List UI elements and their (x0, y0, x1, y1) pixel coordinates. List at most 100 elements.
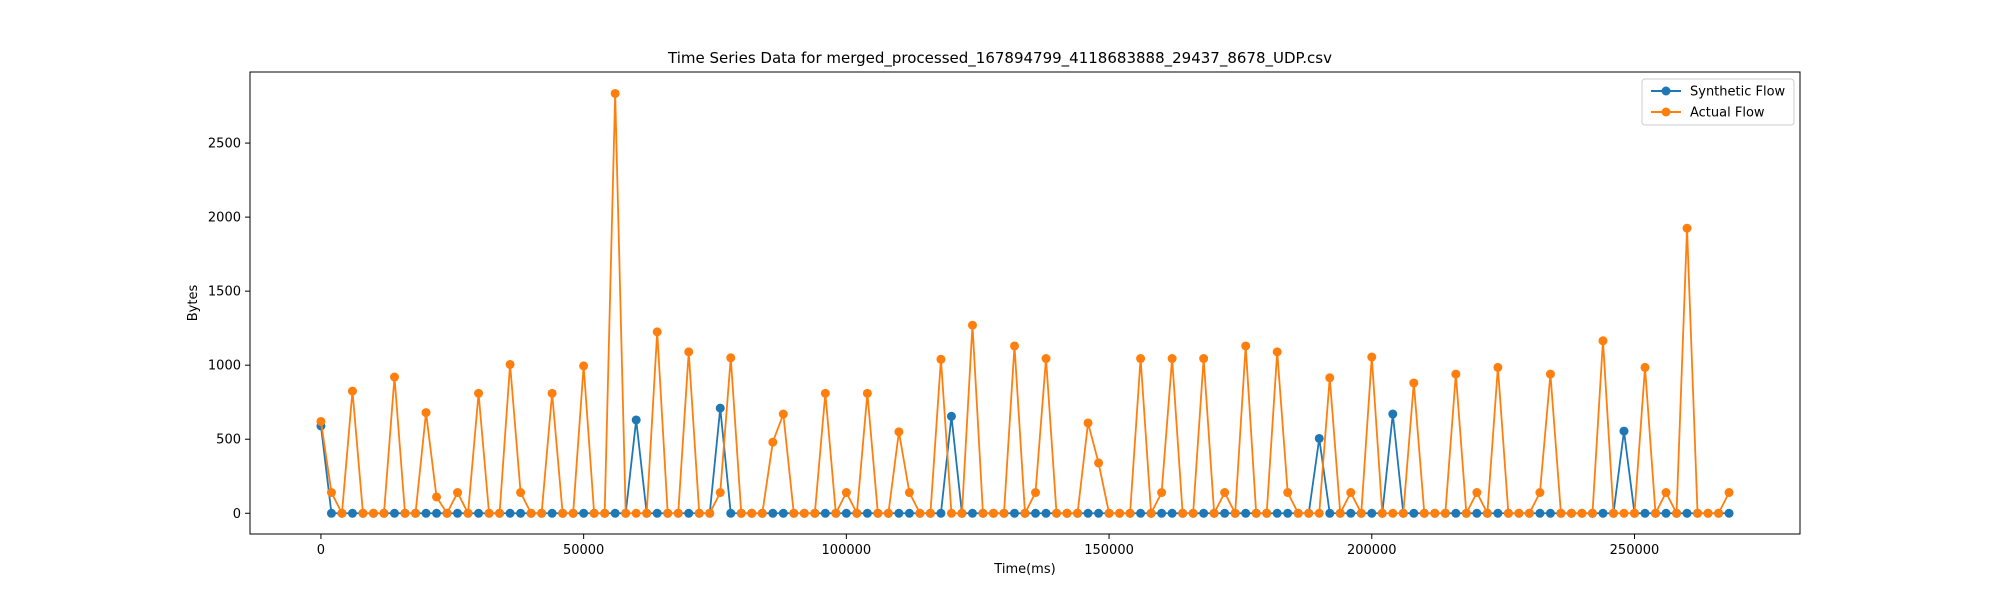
data-point-synthetic-flow (1199, 508, 1209, 518)
data-point-actual-flow (1503, 508, 1513, 518)
data-point-actual-flow (484, 508, 494, 518)
data-point-actual-flow (736, 508, 746, 518)
data-point-actual-flow (1440, 508, 1450, 518)
data-point-synthetic-flow (432, 508, 442, 518)
data-point-actual-flow (1472, 488, 1482, 498)
data-point-actual-flow (1566, 508, 1576, 518)
data-point-actual-flow (558, 508, 568, 518)
data-point-synthetic-flow (347, 508, 357, 518)
data-point-actual-flow (453, 488, 463, 498)
data-point-synthetic-flow (453, 508, 463, 518)
data-point-actual-flow (1629, 508, 1639, 518)
data-point-actual-flow (988, 508, 998, 518)
data-point-actual-flow (1651, 508, 1661, 518)
data-point-actual-flow (757, 508, 767, 518)
legend: Synthetic Flow Actual Flow (1641, 78, 1795, 126)
data-point-actual-flow (799, 508, 809, 518)
data-point-actual-flow (1672, 508, 1682, 518)
data-point-actual-flow (873, 508, 883, 518)
data-point-actual-flow (1293, 508, 1303, 518)
data-point-actual-flow (831, 508, 841, 518)
data-point-actual-flow (547, 388, 557, 398)
data-point-actual-flow (463, 508, 473, 518)
data-point-synthetic-flow (1009, 508, 1019, 518)
data-point-synthetic-flow (946, 411, 956, 421)
data-point-actual-flow (1693, 508, 1703, 518)
data-point-synthetic-flow (820, 508, 830, 518)
data-point-synthetic-flow (1661, 508, 1671, 518)
data-point-actual-flow (379, 508, 389, 518)
data-point-synthetic-flow (1472, 508, 1482, 518)
data-point-actual-flow (1556, 508, 1566, 518)
data-point-actual-flow (967, 320, 977, 330)
data-point-synthetic-flow (715, 403, 725, 413)
data-point-actual-flow (1262, 508, 1272, 518)
data-point-actual-flow (1346, 488, 1356, 498)
data-point-actual-flow (1188, 508, 1198, 518)
data-point-synthetic-flow (1241, 508, 1251, 518)
data-point-synthetic-flow (1272, 508, 1282, 518)
data-point-synthetic-flow (1493, 508, 1503, 518)
data-point-synthetic-flow (1346, 508, 1356, 518)
data-point-actual-flow (1714, 508, 1724, 518)
data-point-actual-flow (1524, 508, 1534, 518)
data-point-actual-flow (421, 408, 431, 418)
data-point-synthetic-flow (1031, 508, 1041, 518)
data-point-synthetic-flow (1094, 508, 1104, 518)
x-axis-label: Time(ms) (993, 562, 1055, 577)
data-point-synthetic-flow (1220, 508, 1230, 518)
data-point-actual-flow (631, 508, 641, 518)
data-point-actual-flow (1724, 488, 1734, 498)
data-point-actual-flow (789, 508, 799, 518)
data-point-actual-flow (1598, 336, 1608, 346)
data-point-synthetic-flow (1451, 508, 1461, 518)
data-point-actual-flow (1640, 362, 1650, 372)
data-point-synthetic-flow (768, 508, 778, 518)
data-point-actual-flow (337, 508, 347, 518)
data-point-actual-flow (999, 508, 1009, 518)
data-point-actual-flow (1482, 508, 1492, 518)
data-point-actual-flow (411, 508, 421, 518)
data-point-actual-flow (1430, 508, 1440, 518)
data-point-actual-flow (715, 488, 725, 498)
data-point-actual-flow (1199, 354, 1209, 364)
data-point-actual-flow (1220, 488, 1230, 498)
series-line-actual-flow (320, 92, 1730, 515)
data-point-synthetic-flow (1314, 433, 1324, 443)
data-point-actual-flow (904, 488, 914, 498)
data-point-actual-flow (841, 488, 851, 498)
data-point-synthetic-flow (1640, 508, 1650, 518)
data-point-actual-flow (747, 508, 757, 518)
data-point-actual-flow (1661, 488, 1671, 498)
data-point-actual-flow (673, 508, 683, 518)
data-point-actual-flow (1419, 508, 1429, 518)
x-tick-label: 50000 (563, 543, 604, 558)
data-point-actual-flow (589, 508, 599, 518)
x-tick-label: 0 (317, 543, 325, 558)
data-point-actual-flow (1314, 508, 1324, 518)
data-point-synthetic-flow (1545, 508, 1555, 518)
data-point-synthetic-flow (894, 508, 904, 518)
x-tick-label: 200000 (1347, 543, 1397, 558)
data-point-synthetic-flow (1724, 508, 1734, 518)
y-tick-label: 0 (233, 507, 241, 522)
data-point-actual-flow (1083, 418, 1093, 428)
data-point-actual-flow (1136, 354, 1146, 364)
data-point-actual-flow (1272, 347, 1282, 357)
data-point-actual-flow (1062, 508, 1072, 518)
data-point-actual-flow (663, 508, 673, 518)
data-point-synthetic-flow (967, 508, 977, 518)
data-point-synthetic-flow (579, 508, 589, 518)
data-point-synthetic-flow (516, 508, 526, 518)
data-point-actual-flow (316, 416, 326, 426)
data-point-actual-flow (1209, 508, 1219, 518)
data-point-actual-flow (862, 388, 872, 398)
data-point-actual-flow (1167, 354, 1177, 364)
data-point-actual-flow (326, 488, 336, 498)
data-point-synthetic-flow (421, 508, 431, 518)
x-tick-label: 150000 (1084, 543, 1134, 558)
data-point-actual-flow (1545, 369, 1555, 379)
chart-title: Time Series Data for merged_processed_16… (667, 49, 1332, 68)
y-tick-label: 1000 (208, 359, 241, 374)
data-point-synthetic-flow (610, 508, 620, 518)
